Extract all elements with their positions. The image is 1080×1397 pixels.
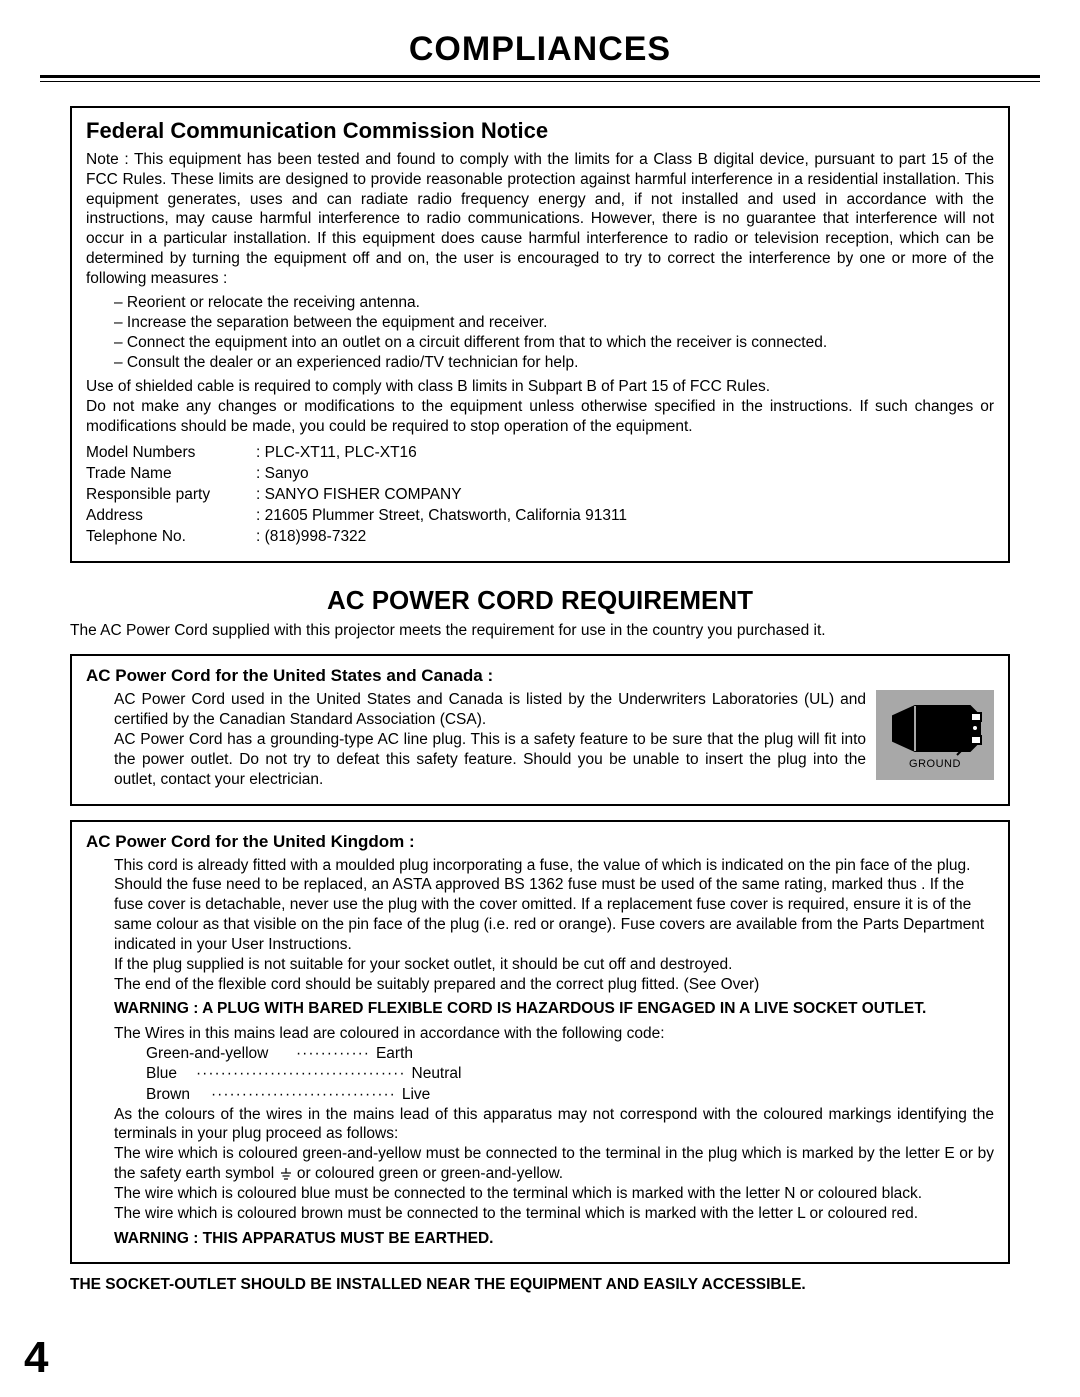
fcc-bullet: – Consult the dealer or an experienced r… — [114, 353, 994, 373]
wire-dots: ······························ — [211, 1085, 396, 1105]
fcc-bullet: – Reorient or relocate the receiving ant… — [114, 293, 994, 313]
plug-icon — [885, 701, 985, 756]
fcc-info-value: : Sanyo — [256, 464, 309, 485]
ac-uk-p5b: or coloured green or green-and-yellow. — [297, 1165, 563, 1182]
ac-uk-box: AC Power Cord for the United Kingdom : T… — [70, 820, 1010, 1264]
ac-intro: The AC Power Cord supplied with this pro… — [70, 622, 1010, 640]
ac-uk-heading: AC Power Cord for the United Kingdom : — [86, 832, 994, 852]
fcc-info-value: : PLC-XT11, PLC-XT16 — [256, 443, 417, 464]
fcc-info-row: Address : 21605 Plummer Street, Chatswor… — [86, 506, 994, 527]
wire-dots: ·································· — [196, 1064, 406, 1084]
ac-uk-p5: The wire which is coloured green-and-yel… — [86, 1144, 994, 1184]
wire-name: Green-and-yellow — [146, 1044, 296, 1064]
fcc-after-2: Do not make any changes or modifications… — [86, 397, 994, 437]
fcc-info-label: Telephone No. — [86, 527, 256, 548]
earth-symbol-icon — [279, 1167, 293, 1181]
wire-dots: ············ — [296, 1044, 370, 1064]
ground-label: GROUND — [909, 758, 961, 770]
ac-us-box: AC Power Cord for the United States and … — [70, 654, 1010, 805]
ac-uk-p7: The wire which is coloured brown must be… — [86, 1204, 994, 1224]
fcc-heading: Federal Communication Commission Notice — [86, 118, 994, 144]
ac-uk-warning-1: WARNING : A PLUG WITH BARED FLEXIBLE COR… — [86, 1000, 994, 1018]
wire-code-list: Green-and-yellow ············ Earth Blue… — [86, 1044, 994, 1104]
fcc-bullet: – Increase the separation between the eq… — [114, 313, 994, 333]
ac-uk-p3: The end of the flexible cord should be s… — [86, 975, 994, 995]
ac-uk-wires-intro: The Wires in this mains lead are coloure… — [86, 1024, 994, 1044]
fcc-info-value: : 21605 Plummer Street, Chatsworth, Cali… — [256, 506, 627, 527]
wire-name: Brown — [146, 1085, 211, 1105]
fcc-after-1: Use of shielded cable is required to com… — [86, 377, 994, 397]
ac-uk-p4: As the colours of the wires in the mains… — [86, 1105, 994, 1145]
ac-uk-warning-2: WARNING : THIS APPARATUS MUST BE EARTHED… — [86, 1230, 994, 1248]
fcc-bullet: – Connect the equipment into an outlet o… — [114, 333, 994, 353]
fcc-note: Note : This equipment has been tested an… — [86, 150, 994, 289]
wire-row: Brown ······························ Liv… — [146, 1085, 994, 1105]
ac-us-p2: AC Power Cord has a grounding-type AC li… — [86, 730, 994, 789]
fcc-info-row: Trade Name : Sanyo — [86, 464, 994, 485]
rule-thick — [40, 75, 1040, 78]
page-title: COMPLIANCES — [40, 30, 1040, 69]
plug-illustration: GROUND — [876, 690, 994, 780]
fcc-info-label: Model Numbers — [86, 443, 256, 464]
wire-value: Earth — [370, 1044, 413, 1064]
wire-value: Live — [396, 1085, 430, 1105]
fcc-info-value: : (818)998-7322 — [256, 527, 366, 548]
wire-value: Neutral — [406, 1064, 462, 1084]
fcc-info-row: Telephone No. : (818)998-7322 — [86, 527, 994, 548]
ac-us-heading: AC Power Cord for the United States and … — [86, 666, 994, 686]
rule-thin — [40, 81, 1040, 82]
fcc-info-label: Trade Name — [86, 464, 256, 485]
ac-us-p1: AC Power Cord used in the United States … — [86, 690, 994, 730]
fcc-info-label: Address — [86, 506, 256, 527]
fcc-info-row: Model Numbers : PLC-XT11, PLC-XT16 — [86, 443, 994, 464]
ac-uk-p6: The wire which is coloured blue must be … — [86, 1184, 994, 1204]
ac-uk-p2: If the plug supplied is not suitable for… — [86, 955, 994, 975]
fcc-notice-box: Federal Communication Commission Notice … — [70, 106, 1010, 563]
fcc-info-row: Responsible party : SANYO FISHER COMPANY — [86, 485, 994, 506]
page: COMPLIANCES Federal Communication Commis… — [0, 0, 1080, 1397]
fcc-info-value: : SANYO FISHER COMPANY — [256, 485, 462, 506]
wire-row: Blue ·································· … — [146, 1064, 994, 1084]
wire-row: Green-and-yellow ············ Earth — [146, 1044, 994, 1064]
fcc-info-label: Responsible party — [86, 485, 256, 506]
socket-outlet-note: THE SOCKET-OUTLET SHOULD BE INSTALLED NE… — [70, 1276, 1010, 1294]
fcc-bullets: – Reorient or relocate the receiving ant… — [86, 293, 994, 374]
ac-heading: AC POWER CORD REQUIREMENT — [40, 585, 1040, 616]
wire-name: Blue — [146, 1064, 196, 1084]
page-number: 4 — [24, 1333, 48, 1383]
ac-uk-p1: This cord is already fitted with a mould… — [86, 856, 994, 955]
